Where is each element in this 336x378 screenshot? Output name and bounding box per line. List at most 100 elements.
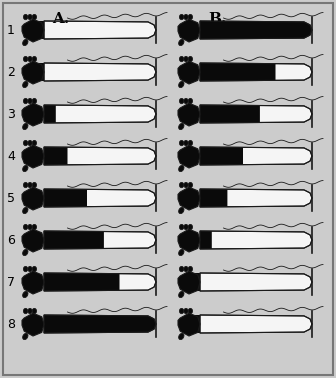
Polygon shape bbox=[22, 19, 44, 42]
Ellipse shape bbox=[179, 39, 184, 46]
Polygon shape bbox=[200, 21, 312, 39]
Ellipse shape bbox=[32, 225, 37, 230]
Ellipse shape bbox=[179, 291, 184, 297]
Polygon shape bbox=[191, 273, 200, 291]
Polygon shape bbox=[200, 189, 312, 207]
Polygon shape bbox=[200, 231, 212, 249]
Ellipse shape bbox=[28, 308, 32, 314]
Polygon shape bbox=[44, 273, 156, 291]
Ellipse shape bbox=[179, 14, 184, 20]
Ellipse shape bbox=[184, 140, 188, 146]
Ellipse shape bbox=[184, 308, 188, 314]
Polygon shape bbox=[178, 19, 200, 42]
Ellipse shape bbox=[179, 98, 184, 104]
Text: 7: 7 bbox=[7, 276, 15, 288]
Ellipse shape bbox=[23, 291, 28, 297]
Text: 1: 1 bbox=[7, 23, 15, 37]
Polygon shape bbox=[178, 103, 200, 126]
Ellipse shape bbox=[28, 225, 32, 230]
Ellipse shape bbox=[23, 39, 28, 46]
Ellipse shape bbox=[184, 183, 188, 188]
Polygon shape bbox=[44, 315, 156, 333]
Polygon shape bbox=[22, 271, 44, 294]
Polygon shape bbox=[200, 189, 227, 207]
Ellipse shape bbox=[179, 165, 184, 172]
Polygon shape bbox=[178, 313, 200, 336]
Polygon shape bbox=[184, 315, 200, 333]
Ellipse shape bbox=[32, 98, 37, 104]
Ellipse shape bbox=[179, 207, 184, 214]
Ellipse shape bbox=[184, 56, 188, 62]
Polygon shape bbox=[44, 147, 156, 165]
Ellipse shape bbox=[23, 207, 28, 214]
Ellipse shape bbox=[28, 14, 32, 20]
Polygon shape bbox=[44, 105, 156, 123]
Polygon shape bbox=[44, 231, 104, 249]
Polygon shape bbox=[22, 145, 44, 168]
Polygon shape bbox=[200, 147, 243, 165]
Ellipse shape bbox=[24, 140, 28, 146]
Polygon shape bbox=[22, 61, 44, 84]
Ellipse shape bbox=[23, 165, 28, 172]
Polygon shape bbox=[44, 63, 156, 81]
Ellipse shape bbox=[179, 308, 184, 314]
Ellipse shape bbox=[188, 14, 193, 20]
Ellipse shape bbox=[184, 98, 188, 104]
Polygon shape bbox=[200, 273, 312, 291]
Ellipse shape bbox=[188, 98, 193, 104]
Ellipse shape bbox=[23, 333, 28, 339]
Polygon shape bbox=[200, 105, 312, 123]
Polygon shape bbox=[200, 63, 276, 81]
Text: 3: 3 bbox=[7, 107, 15, 121]
Ellipse shape bbox=[23, 123, 28, 130]
Text: B.: B. bbox=[208, 12, 226, 26]
Ellipse shape bbox=[24, 56, 28, 62]
Polygon shape bbox=[44, 231, 156, 249]
Polygon shape bbox=[22, 103, 44, 126]
Text: 2: 2 bbox=[7, 65, 15, 79]
Polygon shape bbox=[22, 229, 44, 252]
Polygon shape bbox=[44, 189, 87, 207]
Polygon shape bbox=[178, 145, 200, 168]
Ellipse shape bbox=[32, 140, 37, 146]
Polygon shape bbox=[29, 21, 44, 39]
Ellipse shape bbox=[179, 333, 184, 339]
Ellipse shape bbox=[179, 140, 184, 146]
Polygon shape bbox=[200, 63, 312, 81]
Polygon shape bbox=[22, 313, 44, 336]
Ellipse shape bbox=[24, 308, 28, 314]
Ellipse shape bbox=[179, 56, 184, 62]
Ellipse shape bbox=[24, 14, 28, 20]
Ellipse shape bbox=[188, 225, 193, 230]
Ellipse shape bbox=[184, 14, 188, 20]
Text: 4: 4 bbox=[7, 150, 15, 163]
Polygon shape bbox=[200, 315, 312, 333]
Polygon shape bbox=[200, 105, 260, 123]
Polygon shape bbox=[178, 229, 200, 252]
Ellipse shape bbox=[32, 14, 37, 20]
Polygon shape bbox=[44, 147, 68, 165]
Ellipse shape bbox=[188, 140, 193, 146]
Polygon shape bbox=[200, 21, 312, 39]
Polygon shape bbox=[178, 61, 200, 84]
Text: 8: 8 bbox=[7, 318, 15, 330]
Polygon shape bbox=[44, 21, 156, 39]
Ellipse shape bbox=[24, 225, 28, 230]
Polygon shape bbox=[22, 187, 44, 210]
Ellipse shape bbox=[28, 98, 32, 104]
Text: 6: 6 bbox=[7, 234, 15, 246]
Polygon shape bbox=[200, 147, 312, 165]
Ellipse shape bbox=[179, 225, 184, 230]
Ellipse shape bbox=[24, 183, 28, 188]
Ellipse shape bbox=[179, 249, 184, 256]
Ellipse shape bbox=[28, 56, 32, 62]
Ellipse shape bbox=[32, 266, 37, 272]
Ellipse shape bbox=[188, 266, 193, 272]
Ellipse shape bbox=[179, 123, 184, 130]
Ellipse shape bbox=[179, 81, 184, 88]
Ellipse shape bbox=[32, 56, 37, 62]
Ellipse shape bbox=[32, 183, 37, 188]
Ellipse shape bbox=[184, 225, 188, 230]
Polygon shape bbox=[39, 63, 44, 81]
Ellipse shape bbox=[23, 81, 28, 88]
